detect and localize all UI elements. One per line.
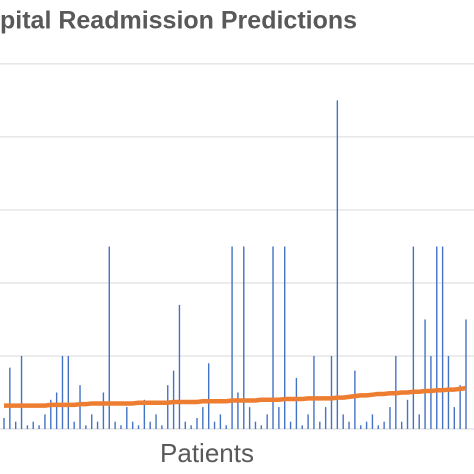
line — [4, 385, 467, 408]
chart-title: pital Readmission Predictions — [0, 7, 357, 35]
x-axis-label: Patients — [160, 438, 254, 468]
